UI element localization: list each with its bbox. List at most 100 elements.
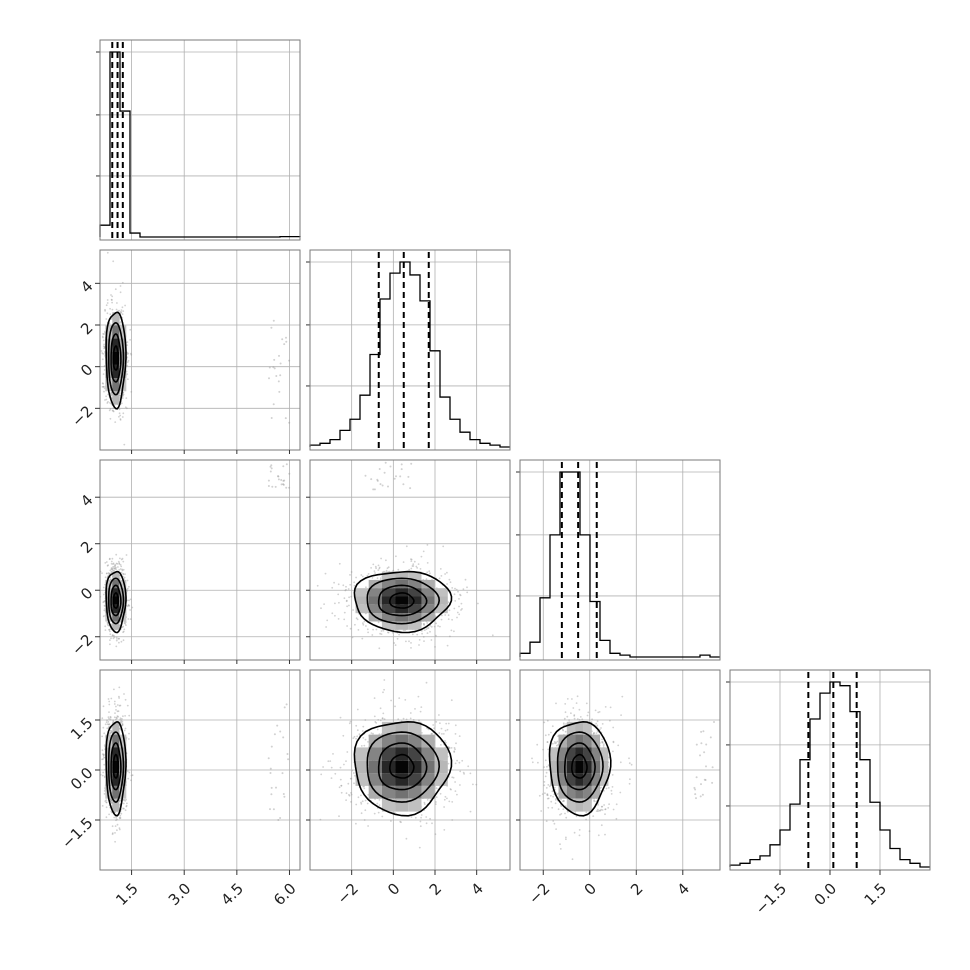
sample-point xyxy=(380,630,383,632)
density-cell xyxy=(112,312,120,326)
sample-point xyxy=(438,577,441,580)
contour-level-1 xyxy=(112,345,120,371)
sample-point xyxy=(119,419,122,421)
sample-point xyxy=(447,601,450,604)
sample-point xyxy=(334,602,336,605)
sample-point xyxy=(425,822,428,825)
sample-point xyxy=(103,744,106,746)
sample-point xyxy=(119,291,122,294)
sample-point xyxy=(124,727,127,730)
sample-point xyxy=(419,825,422,828)
sample-point xyxy=(125,588,128,591)
sample-point xyxy=(130,774,133,777)
sample-point xyxy=(105,561,108,563)
sample-point xyxy=(121,397,124,399)
density-cell xyxy=(112,391,120,405)
histogram-panel-3 xyxy=(516,459,721,661)
sample-point xyxy=(119,704,122,707)
sample-point xyxy=(423,623,425,625)
outlier-point xyxy=(372,488,375,491)
sample-point xyxy=(110,568,113,571)
density-cell xyxy=(421,579,435,589)
sample-point xyxy=(355,576,357,579)
sample-point xyxy=(118,563,121,565)
sample-point xyxy=(127,359,130,362)
panel-frame xyxy=(99,39,301,241)
sample-point xyxy=(108,717,110,720)
sample-point xyxy=(106,299,109,301)
sample-point xyxy=(441,733,443,735)
outlier-point xyxy=(269,808,271,811)
sample-point xyxy=(122,625,125,628)
sample-point xyxy=(454,781,456,783)
outlier-point xyxy=(364,474,367,477)
sample-point xyxy=(387,566,390,569)
contour-level-4 xyxy=(353,570,453,634)
sample-point xyxy=(103,604,106,607)
sample-point xyxy=(109,569,112,572)
sample-point xyxy=(395,555,397,558)
sample-point xyxy=(122,630,125,633)
sample-point xyxy=(109,718,112,721)
sample-point xyxy=(126,364,129,367)
density-cell xyxy=(105,785,113,799)
sample-point xyxy=(105,801,108,804)
sample-point xyxy=(103,754,105,756)
sample-point xyxy=(127,585,130,588)
outlier-point xyxy=(288,421,291,424)
sample-point xyxy=(103,387,106,390)
density-cell xyxy=(112,760,120,774)
sample-point xyxy=(101,749,104,752)
sample-point xyxy=(116,715,119,718)
sample-point xyxy=(119,394,121,397)
sample-point xyxy=(113,703,116,705)
sample-point xyxy=(124,715,126,717)
outlier-point xyxy=(410,462,413,465)
sample-point xyxy=(331,586,334,589)
sample-point xyxy=(121,281,124,284)
sample-point xyxy=(454,790,457,792)
outlier-point xyxy=(277,478,280,481)
sample-point xyxy=(118,704,121,707)
sample-point xyxy=(446,644,449,647)
sample-point xyxy=(385,569,388,572)
density-cell xyxy=(112,364,120,379)
sample-point xyxy=(119,717,122,720)
outlier-point xyxy=(270,745,273,748)
sample-point xyxy=(345,792,348,795)
outlier-point xyxy=(281,772,284,775)
sample-point xyxy=(393,642,396,644)
sample-point xyxy=(119,817,122,819)
outlier-point xyxy=(393,477,396,480)
sample-point xyxy=(108,813,110,816)
sample-point xyxy=(111,634,114,636)
sample-point xyxy=(380,633,383,635)
sample-point xyxy=(108,732,111,735)
sample-point xyxy=(118,641,120,644)
sample-point xyxy=(115,636,118,639)
sample-point xyxy=(402,561,405,563)
sample-point xyxy=(374,565,377,568)
sample-point xyxy=(458,598,460,600)
sample-point xyxy=(114,288,117,291)
sample-point xyxy=(408,640,410,643)
sample-point xyxy=(326,619,329,622)
sample-point xyxy=(102,726,105,729)
sample-point xyxy=(426,627,429,629)
density-cell xyxy=(421,613,435,622)
density-cell xyxy=(105,579,113,589)
sample-point xyxy=(124,621,127,623)
density-cell xyxy=(112,325,120,339)
sample-point xyxy=(102,601,105,604)
sample-point xyxy=(114,564,117,567)
sample-point xyxy=(125,805,128,808)
sample-point xyxy=(379,632,381,635)
sample-point xyxy=(109,729,112,732)
outlier-point xyxy=(277,475,279,478)
sample-point xyxy=(103,763,106,766)
sample-point xyxy=(109,417,112,420)
sample-point xyxy=(102,333,104,335)
sample-point xyxy=(444,614,447,616)
sample-point xyxy=(373,812,376,815)
sample-point xyxy=(128,605,131,607)
